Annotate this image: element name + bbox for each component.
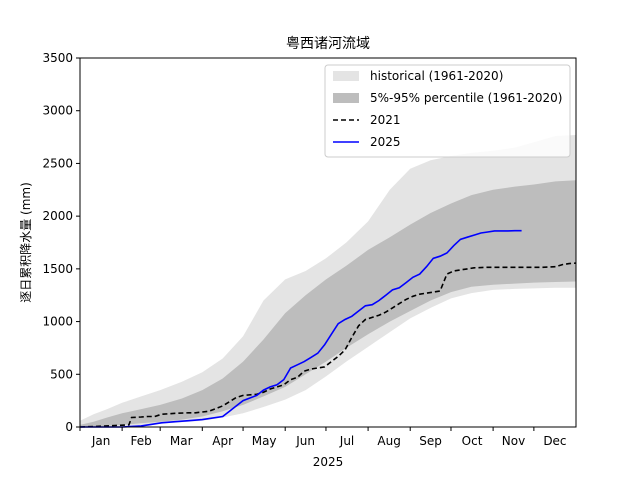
y-axis: 0 500 1000 1500 2000 2500 3000 3500 — [42, 51, 80, 434]
x-tick-label-Sep: Sep — [419, 434, 442, 448]
line-series-2025 — [80, 229, 522, 428]
x-tick-label-May: May — [252, 434, 277, 448]
lines-layer — [79, 229, 577, 428]
chart-title: 粤西诸河流域 — [286, 36, 370, 52]
x-axis-label: 2025 — [313, 455, 344, 469]
x-tick-label-Jul: Jul — [339, 434, 354, 448]
x-tick-label-Jun: Jun — [295, 434, 315, 448]
y-tick-label-5: 2500 — [42, 156, 73, 170]
y-tick-label-0: 0 — [65, 420, 73, 434]
x-tick-label-Nov: Nov — [502, 434, 525, 448]
x-tick-label-Apr: Apr — [212, 434, 233, 448]
band-series-1 — [80, 180, 576, 427]
x-tick-label-Dec: Dec — [543, 434, 566, 448]
legend-label-2: 2021 — [370, 113, 401, 127]
bands-layer — [80, 135, 576, 427]
legend: historical (1961-2020) 5%-95% percentile … — [324, 64, 571, 158]
plot-frame — [79, 57, 577, 428]
y-tick-label-2: 1000 — [42, 315, 73, 329]
legend-label-1: 5%-95% percentile (1961-2020) — [370, 91, 562, 105]
y-axis-label: 逐日累积降水量 (mm) — [19, 182, 33, 303]
x-tick-label-Jan: Jan — [91, 434, 111, 448]
x-axis: Jan Feb Mar Apr May Jun Jul Aug Sep Oct Nov Dec — [79, 427, 567, 448]
y-tick-label-6: 3000 — [42, 104, 73, 118]
y-tick-label-4: 2000 — [42, 209, 73, 223]
legend-swatch-1 — [333, 93, 359, 103]
x-tick-label-Oct: Oct — [462, 434, 483, 448]
legend-label-3: 2025 — [370, 135, 401, 149]
legend-label-0: historical (1961-2020) — [370, 69, 503, 83]
legend-box — [324, 64, 571, 158]
x-tick-label-Mar: Mar — [170, 434, 193, 448]
y-tick-label-1: 500 — [50, 367, 73, 381]
y-tick-label-3: 1500 — [42, 262, 73, 276]
x-tick-label-Aug: Aug — [377, 434, 400, 448]
x-tick-label-Feb: Feb — [131, 434, 152, 448]
y-tick-label-7: 3500 — [42, 51, 73, 65]
legend-swatch-0 — [333, 71, 359, 81]
